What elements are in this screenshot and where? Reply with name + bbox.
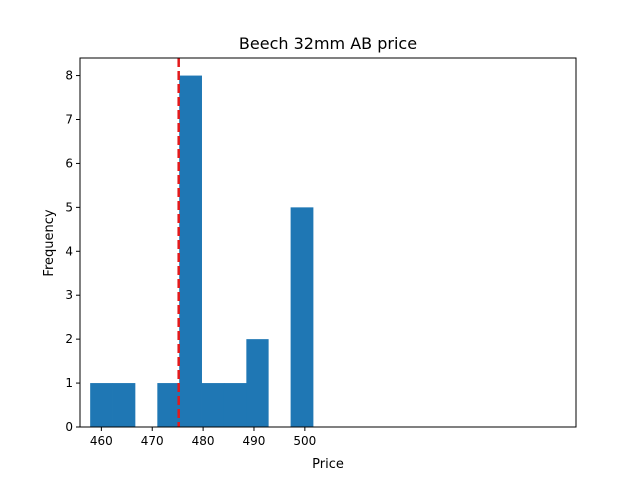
chart-title: Beech 32mm AB price xyxy=(239,34,417,53)
x-tick-label: 490 xyxy=(243,434,266,448)
y-tick-label: 8 xyxy=(65,69,73,83)
histogram-bar-7 xyxy=(223,383,247,427)
plot-area-frame xyxy=(79,57,577,428)
histogram-bar-8 xyxy=(246,339,269,427)
y-tick-label: 7 xyxy=(65,113,73,127)
y-tick-label: 3 xyxy=(65,288,73,302)
histogram-bar-10 xyxy=(290,207,314,427)
y-axis-label: Frequency xyxy=(42,209,57,276)
x-tick-label: 460 xyxy=(90,434,113,448)
histogram-bar-2 xyxy=(112,383,136,427)
y-tick-label: 0 xyxy=(65,420,73,434)
x-tick-label: 470 xyxy=(141,434,164,448)
y-tick-label: 5 xyxy=(65,200,73,214)
x-tick-label: 480 xyxy=(192,434,215,448)
histogram-bars xyxy=(90,75,314,427)
y-tick-label: 2 xyxy=(65,332,73,346)
x-axis-ticks: 460 470 480 490 500 xyxy=(90,427,316,448)
histogram-bar-4 xyxy=(157,383,180,427)
y-tick-label: 1 xyxy=(65,376,73,390)
x-tick-label: 500 xyxy=(293,434,316,448)
x-axis-label: Price xyxy=(312,457,344,472)
y-axis-ticks: 0 1 2 3 4 5 6 7 8 xyxy=(65,69,80,434)
y-tick-label: 4 xyxy=(65,244,73,258)
histogram-bar-1 xyxy=(90,383,113,427)
histogram-bar-6 xyxy=(201,383,225,427)
y-tick-label: 6 xyxy=(65,156,73,170)
histogram-bar-5 xyxy=(179,75,202,427)
